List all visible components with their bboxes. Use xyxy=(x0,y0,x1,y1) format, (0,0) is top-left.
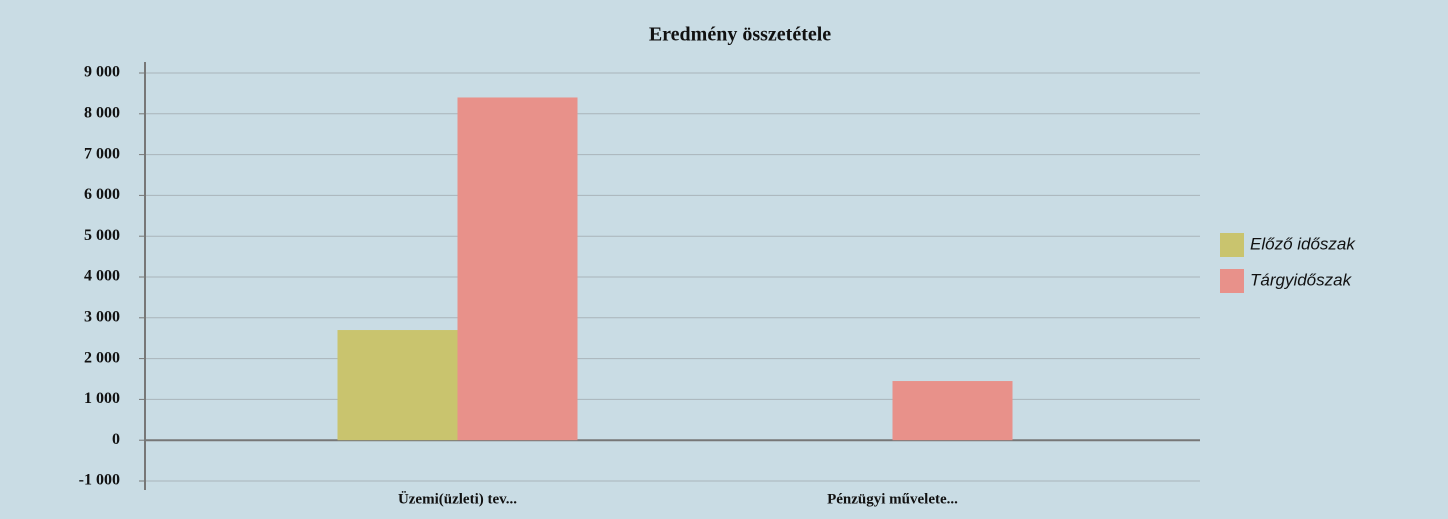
legend-swatch xyxy=(1220,233,1244,257)
legend-label: Tárgyidőszak xyxy=(1250,270,1353,289)
y-tick-label: 3 000 xyxy=(84,308,120,325)
y-tick-label: 4 000 xyxy=(84,268,120,285)
bar xyxy=(892,381,1013,441)
legend-label: Előző időszak xyxy=(1250,234,1356,253)
y-tick-label: 8 000 xyxy=(84,104,120,121)
y-tick-label: -1 000 xyxy=(79,472,120,489)
y-tick-label: 9 000 xyxy=(84,64,120,81)
y-tick-label: 1 000 xyxy=(84,390,120,407)
bar xyxy=(337,330,458,441)
chart-title: Eredmény összetétele xyxy=(649,24,831,46)
x-tick-label: Pénzügyi művelete... xyxy=(827,491,958,507)
y-tick-label: 5 000 xyxy=(84,227,120,244)
x-tick-label: Üzemi(üzleti) tev... xyxy=(398,490,517,507)
y-tick-label: 7 000 xyxy=(84,145,120,162)
y-tick-label: 0 xyxy=(112,431,120,448)
bar xyxy=(457,97,578,441)
legend-swatch xyxy=(1220,269,1244,293)
y-tick-label: 2 000 xyxy=(84,349,120,366)
y-tick-label: 6 000 xyxy=(84,186,120,203)
